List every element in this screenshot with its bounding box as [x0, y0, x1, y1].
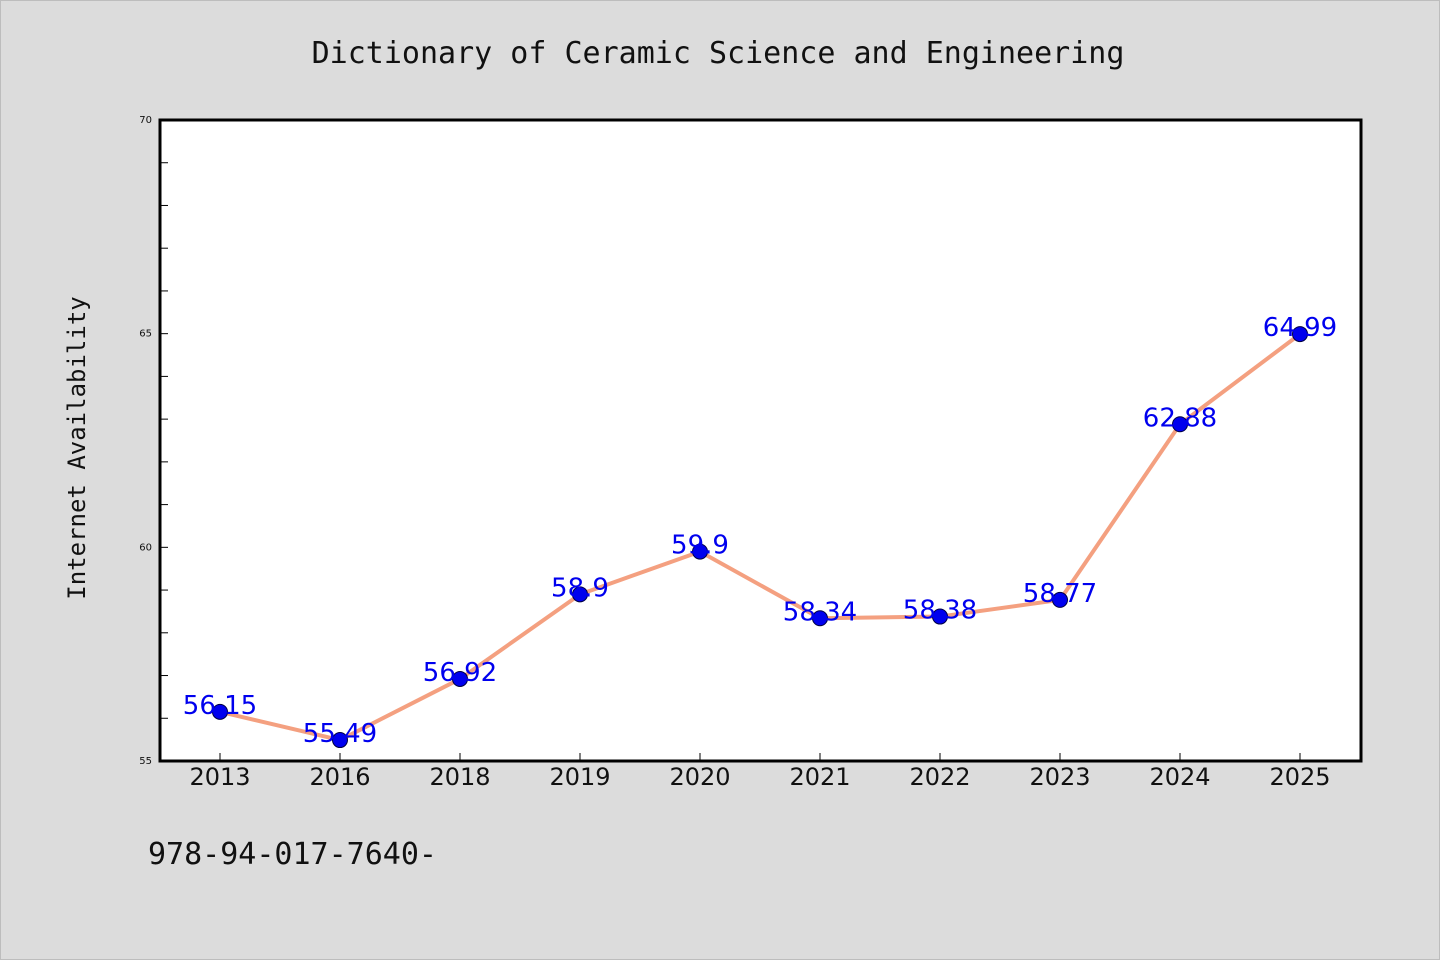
data-value-label: 55.49 — [303, 719, 377, 749]
y-tick-label: 70 — [139, 115, 152, 126]
x-tick-label: 2019 — [549, 763, 610, 791]
data-point-marker — [812, 610, 828, 627]
y-tick-label: 65 — [139, 329, 152, 340]
x-tick-label: 2025 — [1269, 763, 1330, 791]
data-point-marker — [1292, 326, 1308, 343]
footer-isbn-text: 978-94-017-7640- — [148, 837, 437, 872]
x-tick-label: 2018 — [429, 763, 490, 791]
chart-title: Dictionary of Ceramic Science and Engine… — [312, 36, 1125, 71]
data-point-marker — [692, 543, 708, 560]
data-value-label: 58.38 — [903, 596, 977, 626]
data-value-label: 58.77 — [1023, 579, 1097, 609]
data-value-label: 56.92 — [423, 658, 497, 688]
y-tick-label: 55 — [139, 756, 152, 767]
data-value-label: 64.99 — [1263, 313, 1337, 343]
data-point-marker — [932, 608, 948, 625]
data-point-marker — [332, 732, 348, 749]
x-tick-label: 2020 — [669, 763, 730, 791]
x-tick-label: 2022 — [909, 763, 970, 791]
data-point-marker — [1052, 591, 1068, 608]
x-tick-label: 2024 — [1149, 763, 1210, 791]
series-line — [218, 332, 1302, 743]
x-tick-label: 2021 — [789, 763, 850, 791]
series-layer: 56.15 55.49 56.92 58.9 59.9 58.34 58.38 58.77 62… — [183, 313, 1337, 749]
data-value-label: 58.34 — [783, 597, 857, 627]
data-value-label: 58.9 — [551, 573, 609, 603]
x-tick-label: 2016 — [309, 763, 370, 791]
y-axis-label: Internet Availability — [63, 296, 91, 599]
x-tick-label: 2023 — [1029, 763, 1090, 791]
x-tick-label: 2013 — [189, 763, 250, 791]
data-point-marker — [572, 586, 588, 603]
y-tick-label: 60 — [139, 542, 152, 553]
data-value-label: 56.15 — [183, 691, 257, 721]
data-value-label: 62.88 — [1143, 403, 1217, 433]
data-point-marker — [452, 670, 468, 687]
plot-frame — [158, 118, 1363, 763]
plot-area — [160, 120, 1361, 761]
axis-ticks: 55 60 65 70 2013 2016 2018 2019 2020 2021 2022 2023… — [139, 115, 1330, 791]
data-point-marker — [1172, 416, 1188, 433]
data-point-marker — [212, 703, 228, 720]
data-value-label: 59.9 — [671, 531, 729, 561]
